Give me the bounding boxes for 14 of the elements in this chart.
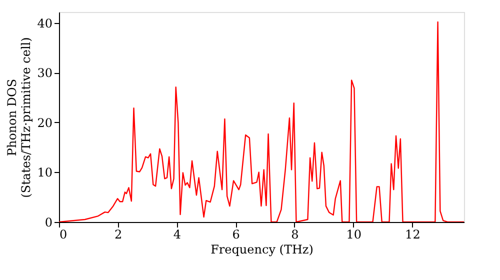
x-axis-title: Frequency (THz) (210, 242, 314, 256)
y-tick-label: 0 (44, 216, 52, 230)
x-tick-label: 2 (114, 228, 122, 242)
y-tick-label: 30 (37, 66, 52, 80)
y-tick-label: 40 (37, 16, 52, 30)
y-axis-title: Phonon DOS (States/THz·primitive cell) (5, 37, 34, 198)
y-tick-label: 20 (37, 116, 52, 130)
x-tick-label: 4 (173, 228, 182, 242)
x-tick-label: 12 (405, 228, 420, 242)
y-tick-label: 10 (37, 166, 52, 180)
x-tick-label: 6 (232, 228, 240, 242)
x-tick-label: 10 (346, 228, 362, 242)
x-tick-label: 8 (291, 228, 299, 242)
x-tick-label: 0 (60, 228, 68, 242)
